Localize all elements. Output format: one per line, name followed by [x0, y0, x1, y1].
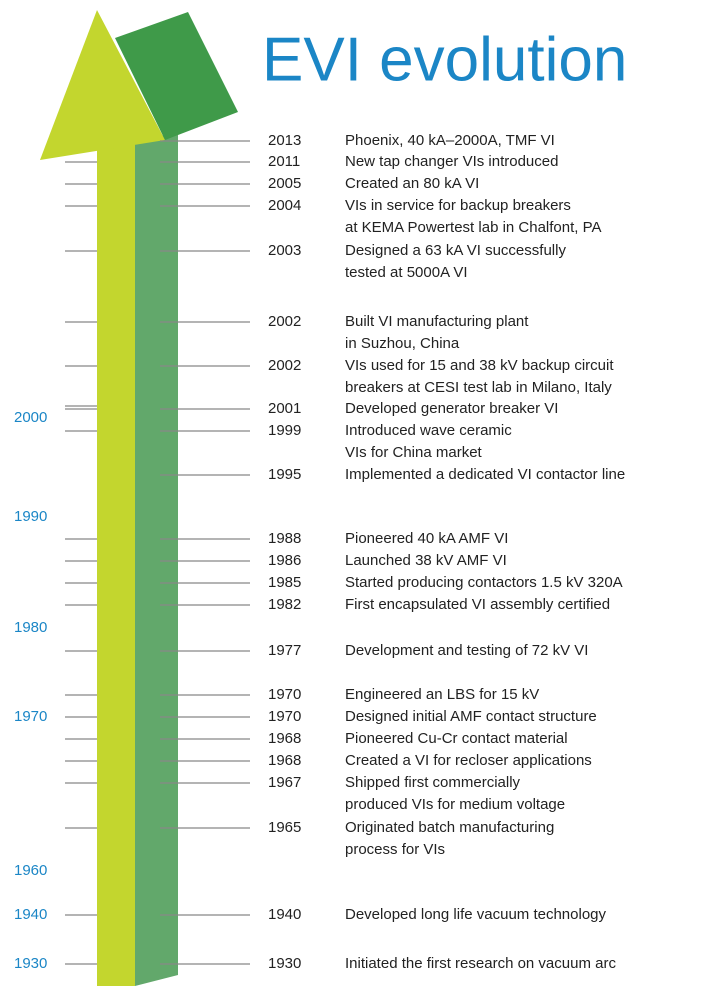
event-text: VIs used for 15 and 38 kV backup circuit — [345, 357, 614, 374]
event-text: Shipped first commercially — [345, 774, 521, 791]
event-text: First encapsulated VI assembly certified — [345, 596, 610, 613]
event-year: 1930 — [268, 955, 301, 972]
event-text: Introduced wave ceramic — [345, 422, 512, 439]
event-text: VIs in service for backup breakers — [345, 197, 571, 214]
event-text: Created an 80 kA VI — [345, 175, 479, 192]
event-year: 1999 — [268, 422, 301, 439]
event-text: Engineered an LBS for 15 kV — [345, 686, 539, 703]
arrow-shaft-light — [97, 138, 135, 986]
event-text: New tap changer VIs introduced — [345, 153, 558, 170]
event-text: VIs for China market — [345, 444, 483, 461]
event-text: Originated batch manufacturing — [345, 819, 554, 836]
event-text: Launched 38 kV AMF VI — [345, 552, 507, 569]
event-year: 1968 — [268, 730, 301, 747]
event-year: 2013 — [268, 132, 301, 149]
event-text: Started producing contactors 1.5 kV 320A — [345, 574, 623, 591]
decade-label: 1960 — [14, 862, 47, 879]
event-text: produced VIs for medium voltage — [345, 796, 565, 813]
event-year: 1995 — [268, 466, 301, 483]
event-text: at KEMA Powertest lab in Chalfont, PA — [345, 219, 602, 236]
event-text: Initiated the first research on vacuum a… — [345, 955, 616, 972]
decade-label: 1940 — [14, 906, 47, 923]
event-text: in Suzhou, China — [345, 335, 460, 352]
event-text: Designed initial AMF contact structure — [345, 708, 597, 725]
event-year: 2005 — [268, 175, 301, 192]
decade-label: 1980 — [14, 619, 47, 636]
event-year: 1968 — [268, 752, 301, 769]
event-year: 1970 — [268, 708, 301, 725]
event-text: Developed generator breaker VI — [345, 400, 558, 417]
event-year: 1986 — [268, 552, 301, 569]
event-text: Built VI manufacturing plant — [345, 313, 529, 330]
event-text: breakers at CESI test lab in Milano, Ita… — [345, 379, 612, 396]
decade-label: 1970 — [14, 708, 47, 725]
event-text: Development and testing of 72 kV VI — [345, 642, 588, 659]
event-year: 1967 — [268, 774, 301, 791]
event-text: tested at 5000A VI — [345, 264, 468, 281]
event-year: 2004 — [268, 197, 301, 214]
event-text: process for VIs — [345, 841, 445, 858]
event-year: 1982 — [268, 596, 301, 613]
decade-label: 1990 — [14, 508, 47, 525]
event-text: Pioneered Cu-Cr contact material — [345, 730, 568, 747]
event-text: Phoenix, 40 kA–2000A, TMF VI — [345, 132, 555, 149]
event-text: Developed long life vacuum technology — [345, 906, 606, 923]
event-year: 2003 — [268, 242, 301, 259]
timeline: EVI evolution 2013 Phoenix, 40 kA–2000A, … — [0, 0, 717, 986]
event-year: 1940 — [268, 906, 301, 923]
event-text: Designed a 63 kA VI successfully — [345, 242, 566, 259]
title: EVI evolution — [262, 25, 627, 94]
event-text: Implemented a dedicated VI contactor lin… — [345, 466, 625, 483]
event-year: 1977 — [268, 642, 301, 659]
event-year: 1985 — [268, 574, 301, 591]
event-text: Created a VI for recloser applications — [345, 752, 592, 769]
event-year: 1988 — [268, 530, 301, 547]
event-year: 1965 — [268, 819, 301, 836]
event-year: 2001 — [268, 400, 301, 417]
event-text: Pioneered 40 kA AMF VI — [345, 530, 508, 547]
event-year: 2002 — [268, 357, 301, 374]
event-year: 2002 — [268, 313, 301, 330]
decade-label: 2000 — [14, 409, 47, 426]
event-year: 2011 — [268, 153, 300, 170]
arrow-shaft-dark — [135, 134, 178, 986]
event-year: 1970 — [268, 686, 301, 703]
decade-label: 1930 — [14, 955, 47, 972]
